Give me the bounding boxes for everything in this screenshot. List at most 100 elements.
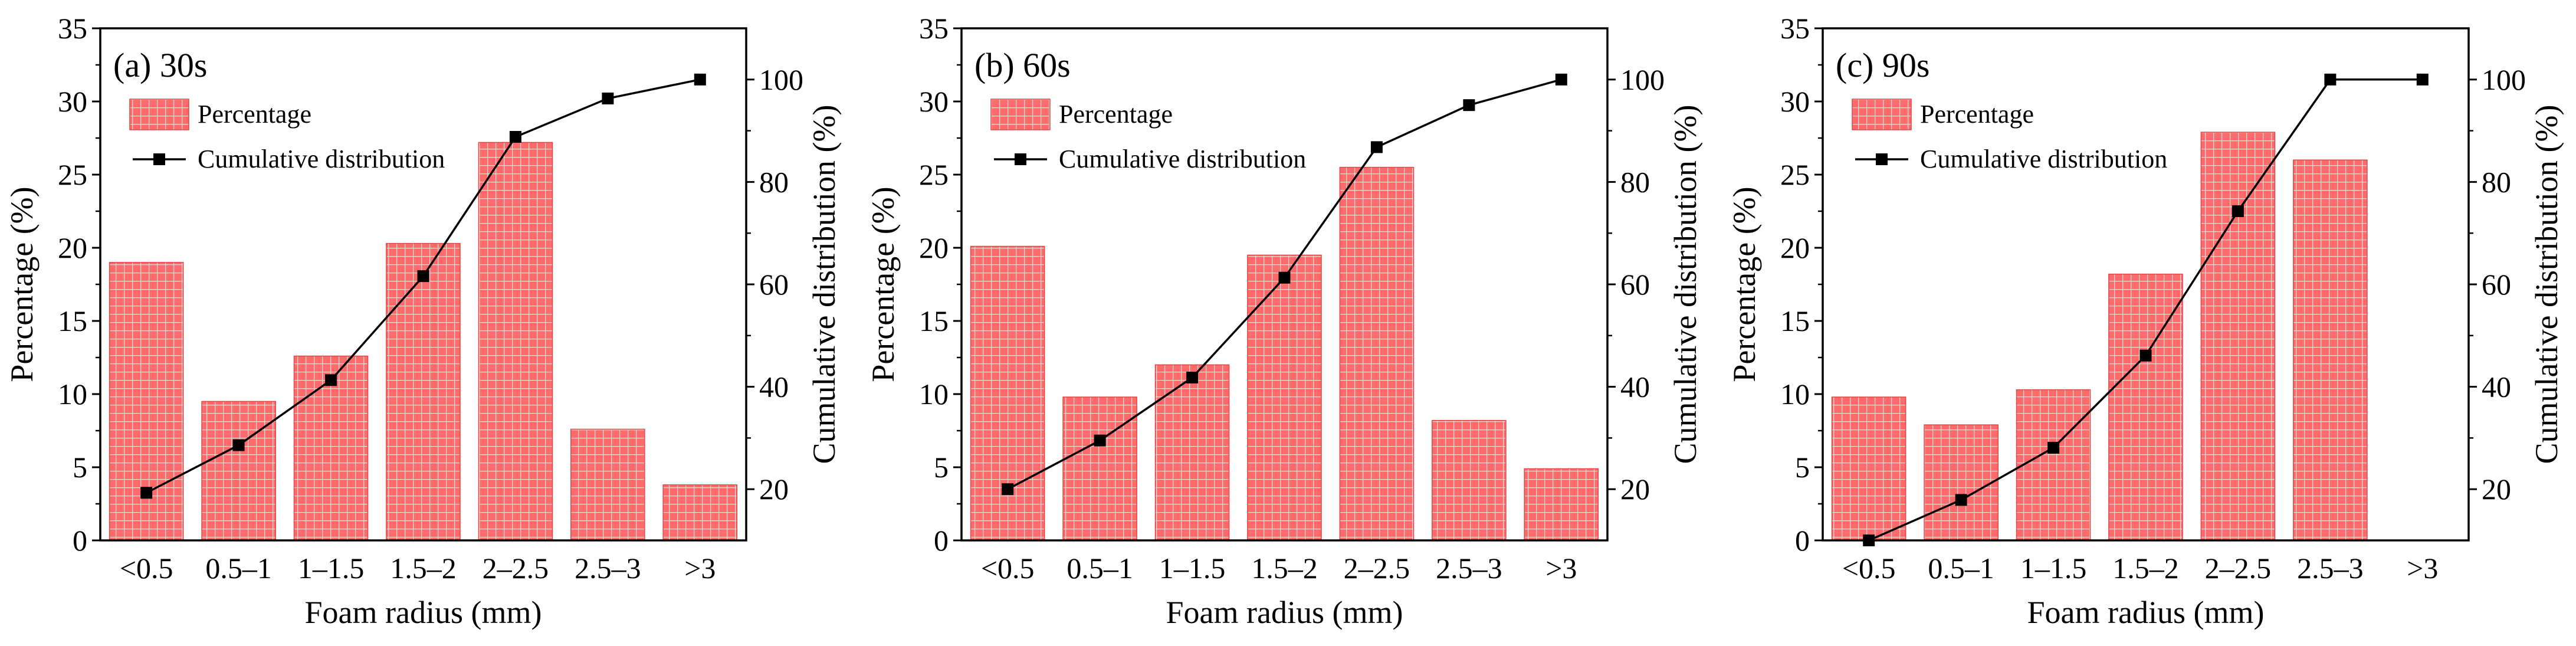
y2-axis-title: Cumulative distribution (%)	[1668, 105, 1703, 464]
cumulative-point	[2232, 205, 2244, 217]
y-tick-label: 30	[58, 85, 87, 118]
y2-tick-label: 40	[2482, 370, 2511, 404]
x-tick-label: >3	[684, 552, 716, 585]
legend-line-label: Cumulative distribution	[198, 145, 445, 173]
legend-bar-label: Percentage	[198, 100, 311, 129]
x-axis-title: Foam radius (mm)	[305, 595, 542, 630]
bar	[109, 262, 184, 541]
y-tick-label: 5	[934, 451, 949, 484]
y-tick-label: 5	[1795, 451, 1810, 484]
cumulative-point	[140, 487, 153, 499]
x-tick-label: 1–1.5	[2020, 552, 2087, 585]
x-tick-label: <0.5	[981, 552, 1035, 585]
y-tick-label: 15	[1780, 304, 1810, 337]
bar	[1432, 419, 1507, 541]
x-tick-label: >3	[2407, 552, 2438, 585]
cumulative-point	[232, 439, 245, 451]
bar	[293, 355, 369, 541]
bar	[1154, 364, 1230, 541]
bar	[1524, 468, 1599, 541]
x-tick-label: 1.5–2	[390, 552, 457, 585]
x-tick-label: 2.5–3	[575, 552, 641, 585]
bar	[1924, 424, 1999, 541]
x-tick-label: 1.5–2	[1251, 552, 1318, 585]
legend-line-marker	[1876, 153, 1888, 165]
chart-panel-3: 0 5 10 15 20 25 30 35 20 40 60 80 100 <0.5 0.5–1 1–1.5 1…	[1727, 12, 2564, 630]
x-tick-label: 2–2.5	[1344, 552, 1410, 585]
legend-bar-swatch	[990, 99, 1051, 130]
cumulative-point	[325, 374, 337, 386]
bar	[662, 484, 738, 541]
y2-tick-label: 80	[759, 165, 789, 198]
bar	[1062, 396, 1137, 541]
cumulative-point	[509, 131, 521, 143]
legend-bar-label: Percentage	[1920, 100, 2034, 129]
y-tick-label: 25	[1780, 158, 1810, 191]
panel-title: (c) 90s	[1836, 46, 1929, 84]
y-tick-label: 35	[58, 12, 87, 45]
y-tick-label: 30	[1780, 85, 1810, 118]
y2-axis-title: Cumulative distribution (%)	[806, 105, 842, 464]
cumulative-point	[1278, 271, 1291, 284]
bar	[570, 428, 645, 541]
y2-tick-label: 60	[759, 268, 789, 301]
x-tick-label: <0.5	[120, 552, 173, 585]
y-tick-label: 10	[1780, 378, 1810, 411]
cumulative-point	[1002, 483, 1014, 496]
y-tick-label: 0	[934, 524, 949, 557]
bar	[1831, 396, 1906, 541]
legend-bar-label: Percentage	[1059, 100, 1173, 129]
y-tick-label: 15	[919, 304, 949, 337]
y-tick-label: 10	[58, 378, 87, 411]
cumulative-point	[694, 73, 706, 86]
bar	[2016, 389, 2091, 541]
y2-tick-label: 20	[759, 473, 789, 506]
bar	[478, 142, 553, 541]
cumulative-point	[1186, 372, 1199, 383]
y2-tick-label: 80	[2482, 165, 2511, 198]
panel-title: (a) 30s	[113, 46, 207, 84]
y-axis-title: Percentage (%)	[865, 186, 901, 382]
bar	[1339, 166, 1415, 541]
cumulative-point	[2324, 73, 2337, 86]
y-tick-label: 15	[58, 304, 87, 337]
y-tick-label: 20	[1780, 231, 1810, 264]
legend-line-label: Cumulative distribution	[1920, 145, 2167, 173]
y2-tick-label: 100	[759, 63, 803, 96]
legend-line-marker	[1015, 153, 1026, 165]
y-tick-label: 25	[919, 158, 949, 191]
x-tick-label: 0.5–1	[1928, 552, 1994, 585]
y-tick-label: 10	[919, 378, 949, 411]
y-tick-label: 0	[1795, 524, 1810, 557]
x-tick-label: 2.5–3	[2297, 552, 2364, 585]
y2-tick-label: 40	[1620, 370, 1650, 404]
y-tick-label: 20	[58, 231, 87, 264]
x-tick-label: 1.5–2	[2112, 552, 2179, 585]
cumulative-point	[1094, 434, 1106, 447]
chart-panel-1: 0 5 10 15 20 25 30 35 20 40 60 80 100 <0.5 0.5–1 1–1.5 1…	[4, 12, 842, 630]
y-tick-label: 20	[919, 231, 949, 264]
y2-tick-label: 100	[1620, 63, 1665, 96]
legend-line-marker	[153, 153, 165, 165]
cumulative-point	[1370, 141, 1383, 153]
x-tick-label: 2–2.5	[483, 552, 549, 585]
y-tick-label: 35	[1780, 12, 1810, 45]
y-tick-label: 30	[919, 85, 949, 118]
y-tick-label: 5	[73, 451, 87, 484]
y-axis-title: Percentage (%)	[1727, 186, 1762, 382]
y2-tick-label: 20	[1620, 473, 1650, 506]
bar	[201, 401, 276, 541]
legend-line-label: Cumulative distribution	[1059, 145, 1306, 173]
x-tick-label: 0.5–1	[205, 552, 272, 585]
bar	[386, 242, 461, 541]
cumulative-point	[1555, 73, 1567, 86]
bar	[2293, 159, 2368, 541]
y2-tick-label: 80	[1620, 165, 1650, 198]
cumulative-point	[602, 92, 614, 104]
cumulative-point	[2047, 441, 2060, 454]
y-tick-label: 0	[73, 524, 87, 557]
x-tick-label: 1–1.5	[1159, 552, 1226, 585]
legend-bar-swatch	[129, 99, 189, 130]
x-tick-label: 2–2.5	[2205, 552, 2272, 585]
bar	[1247, 254, 1322, 541]
